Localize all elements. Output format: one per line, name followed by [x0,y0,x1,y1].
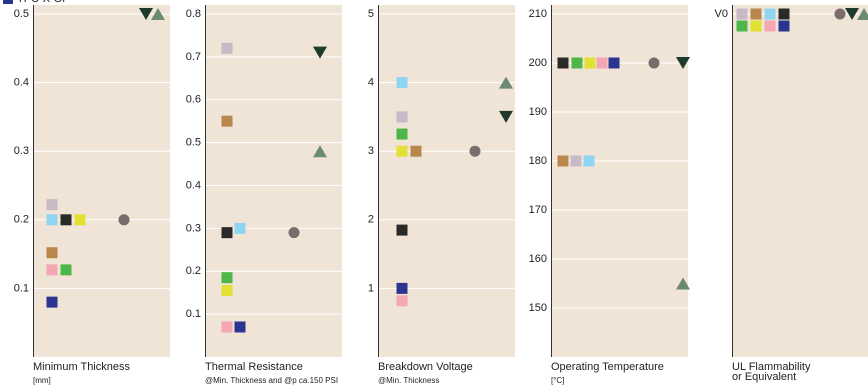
y-tick-label: 0.5 [186,137,201,149]
axis-subtitle: @Min. Thickness [378,376,439,385]
y-tick-label: 0.2 [186,265,201,277]
marker-triangle-down [676,57,690,69]
y-tick-label: 0.6 [186,94,201,106]
marker-circle [118,214,130,226]
marker-square [736,8,748,20]
marker-square [396,282,408,294]
y-tick-label: 0.2 [14,214,29,226]
axis-title: Thermal Resistance [205,361,303,373]
y-tick-label: 0.3 [14,145,29,157]
marker-circle [834,8,846,20]
marker-triangle-up [499,76,513,89]
y-tick-label: 210 [529,8,547,20]
marker-square [764,20,776,32]
marker-triangle-down [139,8,153,20]
marker-square [396,145,408,157]
marker-square [46,199,58,211]
panel-background [205,5,342,357]
y-tick-label: 0.7 [186,51,201,63]
y-tick-label: 5 [368,8,374,20]
axis-subtitle: [mm] [33,376,51,385]
marker-square [60,214,72,226]
marker-square [778,20,790,32]
marker-square [583,155,595,167]
y-tick-label: 160 [529,253,547,265]
y-tick-label: 180 [529,155,547,167]
marker-square [396,111,408,123]
axis-title: or Equivalent [732,371,796,383]
marker-triangle-down [499,110,513,123]
axis-subtitle: [°C] [551,376,564,385]
marker-square [46,214,58,226]
axis-subtitle: @Min. Thickness and @p ca.150 PSI [205,376,338,385]
y-tick-label: 0.5 [14,8,29,20]
marker-square [750,20,762,32]
marker-circle [648,57,660,69]
marker-triangle-down [845,8,859,20]
legend-label: TPC-X-GP [17,0,70,5]
marker-square [221,115,233,127]
y-tick-label: 3 [368,145,374,157]
y-tick-label: 150 [529,302,547,314]
axis-title: Minimum Thickness [33,361,130,373]
axis-title: Breakdown Voltage [378,361,473,373]
marker-square [46,247,58,259]
marker-triangle-up [857,8,868,20]
marker-square [570,155,582,167]
y-tick-label: 170 [529,204,547,216]
y-tick-label: 190 [529,106,547,118]
y-tick-label: 0.4 [14,77,29,89]
marker-square [74,214,86,226]
y-tick-label: 4 [368,77,374,89]
marker-square [608,57,620,69]
marker-triangle-down [313,46,327,59]
marker-triangle-up [676,277,690,290]
y-tick-label: 200 [529,57,547,69]
marker-square [764,8,776,20]
y-tick-label: 0.1 [14,282,29,294]
marker-square [778,8,790,20]
marker-square [410,145,422,157]
marker-square [396,77,408,89]
y-tick-label: 2 [368,214,374,226]
marker-square [396,128,408,140]
y-tick-label: 0.8 [186,8,201,20]
marker-triangle-up [313,145,327,158]
marker-square [396,295,408,307]
y-tick-label: 0.1 [186,308,201,320]
panel-background [732,5,868,357]
y-tick-label: V0 [715,8,728,20]
marker-circle [288,227,300,239]
marker-square [221,272,233,284]
marker-circle [469,145,481,157]
marker-square [234,222,246,234]
marker-triangle-up [151,8,165,20]
y-tick-label: 0.4 [186,179,201,191]
marker-square [571,57,583,69]
marker-square [750,8,762,20]
y-tick-label: 0.3 [186,222,201,234]
marker-square [221,227,233,239]
legend-swatch [3,0,13,4]
axis-title: Operating Temperature [551,361,664,373]
axis-title: UL Flammability [732,361,811,373]
marker-square [736,20,748,32]
marker-square [46,264,58,276]
marker-square [221,285,233,297]
marker-square [557,155,569,167]
marker-square [60,264,72,276]
marker-square [221,321,233,333]
marker-square [46,296,58,308]
marker-square [584,57,596,69]
marker-square [396,224,408,236]
marker-square [596,57,608,69]
marker-square [234,321,246,333]
y-tick-label: 1 [368,282,374,294]
marker-square [557,57,569,69]
marker-square [221,42,233,54]
